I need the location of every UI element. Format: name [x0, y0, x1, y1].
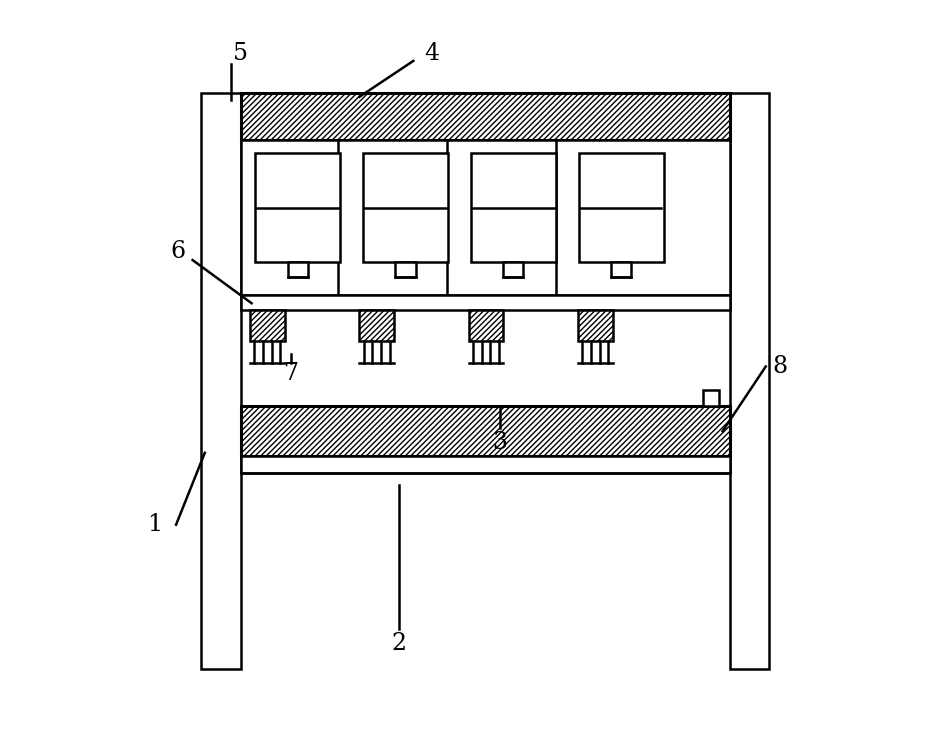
Text: 2: 2 [391, 632, 406, 655]
Bar [201, 93, 241, 668]
Bar [503, 262, 524, 276]
Text: 1: 1 [147, 513, 162, 537]
Bar [730, 93, 770, 668]
Bar [363, 153, 448, 262]
Bar [255, 153, 340, 262]
Bar [251, 310, 285, 342]
Bar [469, 310, 503, 342]
Text: 6: 6 [171, 240, 186, 263]
Bar [241, 406, 730, 457]
Bar [471, 153, 556, 262]
Bar [611, 262, 631, 276]
Text: 3: 3 [493, 430, 507, 454]
Bar [703, 390, 719, 406]
Text: 8: 8 [772, 355, 788, 378]
Bar [241, 457, 730, 473]
Text: 5: 5 [233, 43, 249, 65]
Bar [241, 295, 730, 310]
Bar [578, 310, 612, 342]
Bar [288, 262, 307, 276]
Bar [241, 93, 730, 140]
Bar [396, 262, 416, 276]
Text: 7: 7 [284, 362, 299, 385]
Bar [241, 140, 730, 295]
Text: 4: 4 [424, 43, 439, 65]
Bar [579, 153, 663, 262]
Bar [360, 310, 394, 342]
